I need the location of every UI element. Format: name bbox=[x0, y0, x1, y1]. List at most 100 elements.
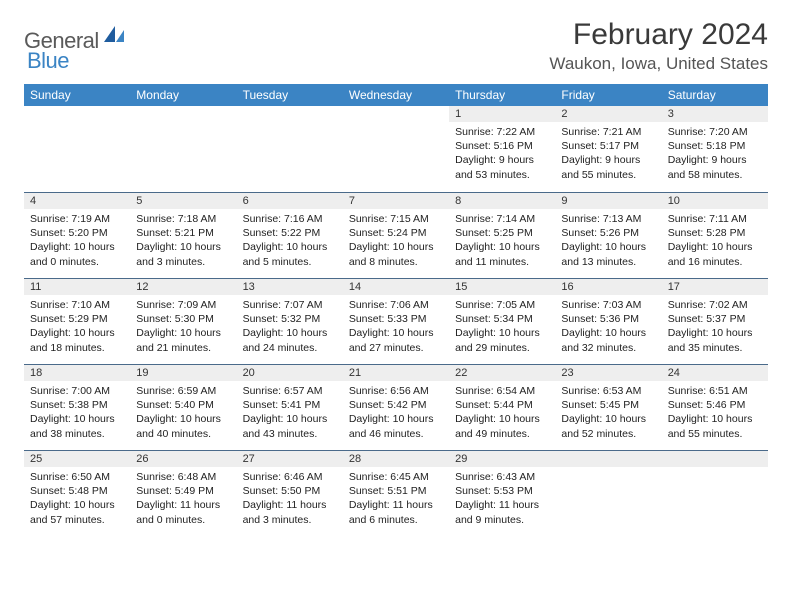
calendar-cell: 28Sunrise: 6:45 AMSunset: 5:51 PMDayligh… bbox=[343, 450, 449, 536]
day-data: Sunrise: 6:45 AMSunset: 5:51 PMDaylight:… bbox=[343, 467, 449, 531]
day-data: Sunrise: 6:57 AMSunset: 5:41 PMDaylight:… bbox=[237, 381, 343, 445]
daylight-text: Daylight: 10 hours and 52 minutes. bbox=[561, 412, 655, 440]
sunset-text: Sunset: 5:25 PM bbox=[455, 226, 549, 240]
calendar-cell: 2Sunrise: 7:21 AMSunset: 5:17 PMDaylight… bbox=[555, 106, 661, 192]
day-data: Sunrise: 6:53 AMSunset: 5:45 PMDaylight:… bbox=[555, 381, 661, 445]
sunset-text: Sunset: 5:40 PM bbox=[136, 398, 230, 412]
daylight-text: Daylight: 11 hours and 6 minutes. bbox=[349, 498, 443, 526]
sunset-text: Sunset: 5:46 PM bbox=[668, 398, 762, 412]
day-number-bar bbox=[24, 106, 130, 123]
daylight-text: Daylight: 11 hours and 9 minutes. bbox=[455, 498, 549, 526]
sunrise-text: Sunrise: 6:51 AM bbox=[668, 384, 762, 398]
daylight-text: Daylight: 10 hours and 40 minutes. bbox=[136, 412, 230, 440]
calendar-week-row: 11Sunrise: 7:10 AMSunset: 5:29 PMDayligh… bbox=[24, 278, 768, 364]
calendar-cell: 21Sunrise: 6:56 AMSunset: 5:42 PMDayligh… bbox=[343, 364, 449, 450]
sunrise-text: Sunrise: 7:10 AM bbox=[30, 298, 124, 312]
day-data: Sunrise: 6:56 AMSunset: 5:42 PMDaylight:… bbox=[343, 381, 449, 445]
day-number-bar bbox=[237, 106, 343, 123]
logo-text-blue: Blue bbox=[27, 48, 69, 73]
sunrise-text: Sunrise: 7:07 AM bbox=[243, 298, 337, 312]
sunrise-text: Sunrise: 7:13 AM bbox=[561, 212, 655, 226]
sunset-text: Sunset: 5:28 PM bbox=[668, 226, 762, 240]
page-header: General February 2024 Waukon, Iowa, Unit… bbox=[24, 18, 768, 74]
sunrise-text: Sunrise: 6:57 AM bbox=[243, 384, 337, 398]
daylight-text: Daylight: 10 hours and 57 minutes. bbox=[30, 498, 124, 526]
daylight-text: Daylight: 10 hours and 16 minutes. bbox=[668, 240, 762, 268]
sunset-text: Sunset: 5:24 PM bbox=[349, 226, 443, 240]
calendar-cell: 5Sunrise: 7:18 AMSunset: 5:21 PMDaylight… bbox=[130, 192, 236, 278]
sunrise-text: Sunrise: 7:02 AM bbox=[668, 298, 762, 312]
day-number: 27 bbox=[237, 450, 343, 467]
daylight-text: Daylight: 10 hours and 55 minutes. bbox=[668, 412, 762, 440]
day-data: Sunrise: 6:54 AMSunset: 5:44 PMDaylight:… bbox=[449, 381, 555, 445]
daylight-text: Daylight: 10 hours and 21 minutes. bbox=[136, 326, 230, 354]
day-number: 8 bbox=[449, 192, 555, 209]
daylight-text: Daylight: 10 hours and 46 minutes. bbox=[349, 412, 443, 440]
sunrise-text: Sunrise: 6:56 AM bbox=[349, 384, 443, 398]
daylight-text: Daylight: 10 hours and 24 minutes. bbox=[243, 326, 337, 354]
day-data: Sunrise: 7:10 AMSunset: 5:29 PMDaylight:… bbox=[24, 295, 130, 359]
daylight-text: Daylight: 10 hours and 38 minutes. bbox=[30, 412, 124, 440]
daylight-text: Daylight: 9 hours and 53 minutes. bbox=[455, 153, 549, 181]
day-data: Sunrise: 7:19 AMSunset: 5:20 PMDaylight:… bbox=[24, 209, 130, 273]
calendar-cell: 15Sunrise: 7:05 AMSunset: 5:34 PMDayligh… bbox=[449, 278, 555, 364]
calendar-cell: 25Sunrise: 6:50 AMSunset: 5:48 PMDayligh… bbox=[24, 450, 130, 536]
day-data: Sunrise: 7:00 AMSunset: 5:38 PMDaylight:… bbox=[24, 381, 130, 445]
weekday-header: Sunday bbox=[24, 84, 130, 106]
day-number: 11 bbox=[24, 278, 130, 295]
daylight-text: Daylight: 10 hours and 3 minutes. bbox=[136, 240, 230, 268]
calendar-cell: 12Sunrise: 7:09 AMSunset: 5:30 PMDayligh… bbox=[130, 278, 236, 364]
day-number: 20 bbox=[237, 364, 343, 381]
calendar-cell: 7Sunrise: 7:15 AMSunset: 5:24 PMDaylight… bbox=[343, 192, 449, 278]
sunset-text: Sunset: 5:22 PM bbox=[243, 226, 337, 240]
calendar-header-row: SundayMondayTuesdayWednesdayThursdayFrid… bbox=[24, 84, 768, 106]
sunrise-text: Sunrise: 6:43 AM bbox=[455, 470, 549, 484]
day-data: Sunrise: 6:51 AMSunset: 5:46 PMDaylight:… bbox=[662, 381, 768, 445]
day-number: 14 bbox=[343, 278, 449, 295]
calendar-table: SundayMondayTuesdayWednesdayThursdayFrid… bbox=[24, 84, 768, 536]
day-data: Sunrise: 6:59 AMSunset: 5:40 PMDaylight:… bbox=[130, 381, 236, 445]
sunrise-text: Sunrise: 7:21 AM bbox=[561, 125, 655, 139]
daylight-text: Daylight: 10 hours and 27 minutes. bbox=[349, 326, 443, 354]
sunset-text: Sunset: 5:17 PM bbox=[561, 139, 655, 153]
calendar-cell-empty bbox=[237, 106, 343, 192]
day-data: Sunrise: 7:09 AMSunset: 5:30 PMDaylight:… bbox=[130, 295, 236, 359]
daylight-text: Daylight: 10 hours and 0 minutes. bbox=[30, 240, 124, 268]
daylight-text: Daylight: 10 hours and 32 minutes. bbox=[561, 326, 655, 354]
sunset-text: Sunset: 5:29 PM bbox=[30, 312, 124, 326]
calendar-cell-empty bbox=[662, 450, 768, 536]
calendar-cell: 19Sunrise: 6:59 AMSunset: 5:40 PMDayligh… bbox=[130, 364, 236, 450]
sunrise-text: Sunrise: 7:18 AM bbox=[136, 212, 230, 226]
weekday-header: Tuesday bbox=[237, 84, 343, 106]
sunset-text: Sunset: 5:51 PM bbox=[349, 484, 443, 498]
calendar-cell: 10Sunrise: 7:11 AMSunset: 5:28 PMDayligh… bbox=[662, 192, 768, 278]
sunset-text: Sunset: 5:26 PM bbox=[561, 226, 655, 240]
day-number: 2 bbox=[555, 106, 661, 122]
calendar-cell-empty bbox=[343, 106, 449, 192]
sunrise-text: Sunrise: 7:03 AM bbox=[561, 298, 655, 312]
sunset-text: Sunset: 5:37 PM bbox=[668, 312, 762, 326]
sunset-text: Sunset: 5:32 PM bbox=[243, 312, 337, 326]
calendar-cell-empty bbox=[555, 450, 661, 536]
sunrise-text: Sunrise: 7:15 AM bbox=[349, 212, 443, 226]
day-number-bar bbox=[662, 450, 768, 467]
daylight-text: Daylight: 10 hours and 13 minutes. bbox=[561, 240, 655, 268]
daylight-text: Daylight: 10 hours and 43 minutes. bbox=[243, 412, 337, 440]
day-data: Sunrise: 7:14 AMSunset: 5:25 PMDaylight:… bbox=[449, 209, 555, 273]
title-block: February 2024 Waukon, Iowa, United State… bbox=[549, 18, 768, 74]
calendar-cell: 29Sunrise: 6:43 AMSunset: 5:53 PMDayligh… bbox=[449, 450, 555, 536]
sunrise-text: Sunrise: 7:20 AM bbox=[668, 125, 762, 139]
sunrise-text: Sunrise: 7:00 AM bbox=[30, 384, 124, 398]
sunset-text: Sunset: 5:16 PM bbox=[455, 139, 549, 153]
day-number: 21 bbox=[343, 364, 449, 381]
sunset-text: Sunset: 5:49 PM bbox=[136, 484, 230, 498]
calendar-cell: 24Sunrise: 6:51 AMSunset: 5:46 PMDayligh… bbox=[662, 364, 768, 450]
sunset-text: Sunset: 5:38 PM bbox=[30, 398, 124, 412]
calendar-cell: 8Sunrise: 7:14 AMSunset: 5:25 PMDaylight… bbox=[449, 192, 555, 278]
calendar-cell: 1Sunrise: 7:22 AMSunset: 5:16 PMDaylight… bbox=[449, 106, 555, 192]
calendar-cell: 6Sunrise: 7:16 AMSunset: 5:22 PMDaylight… bbox=[237, 192, 343, 278]
daylight-text: Daylight: 11 hours and 0 minutes. bbox=[136, 498, 230, 526]
calendar-cell: 14Sunrise: 7:06 AMSunset: 5:33 PMDayligh… bbox=[343, 278, 449, 364]
logo-sail-icon bbox=[104, 26, 126, 49]
day-number: 5 bbox=[130, 192, 236, 209]
